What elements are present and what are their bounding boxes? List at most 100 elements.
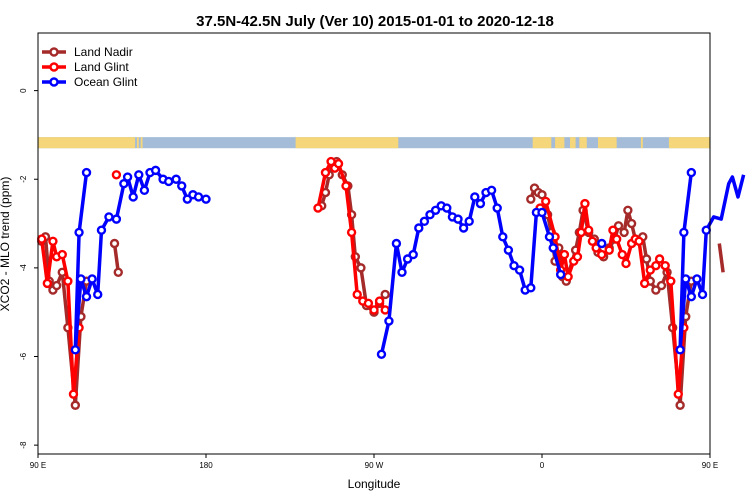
data-point — [104, 212, 114, 222]
data-point — [675, 345, 685, 355]
land-band — [579, 137, 587, 149]
data-point — [559, 249, 570, 260]
data-point — [681, 274, 691, 284]
data-point — [414, 223, 424, 233]
data-point — [313, 203, 323, 213]
data-point — [380, 289, 390, 300]
data-point — [526, 194, 536, 204]
data-point — [171, 174, 181, 184]
data-point — [384, 316, 394, 326]
data-point — [587, 236, 598, 246]
data-point — [113, 267, 123, 278]
data-point — [201, 194, 211, 204]
data-point — [150, 165, 161, 176]
data-point — [623, 205, 633, 215]
data-point — [163, 176, 174, 187]
data-point — [544, 232, 555, 242]
series-line — [112, 243, 121, 273]
data-point — [119, 178, 129, 189]
land-band — [668, 137, 710, 149]
data-point — [128, 192, 138, 202]
data-point — [514, 265, 525, 275]
data-point — [363, 298, 374, 309]
data-point — [464, 216, 474, 227]
data-point — [498, 232, 508, 242]
data-point — [81, 167, 92, 178]
data-point — [458, 223, 469, 233]
data-point — [563, 272, 573, 282]
data-point — [701, 225, 711, 235]
data-point — [611, 234, 622, 244]
data-point — [470, 192, 480, 202]
land-band — [570, 137, 576, 149]
data-point — [397, 267, 407, 278]
data-point — [541, 196, 551, 207]
legend-label: Land Nadir — [74, 45, 133, 59]
land-band — [555, 137, 565, 149]
legend-marker — [49, 47, 59, 57]
plot-series — [37, 156, 746, 410]
data-point — [109, 238, 120, 249]
data-point — [76, 274, 86, 284]
data-point — [122, 172, 133, 182]
data-point — [686, 167, 697, 178]
data-point — [537, 190, 547, 200]
series-ocean-glint — [70, 165, 746, 359]
data-point — [486, 185, 497, 196]
data-point — [576, 227, 586, 238]
land-band — [598, 137, 617, 149]
data-point — [333, 159, 344, 169]
series-line — [40, 235, 89, 408]
data-point — [555, 269, 566, 280]
data-point — [634, 236, 644, 246]
data-point — [641, 254, 652, 264]
data-point — [87, 274, 97, 284]
data-point — [697, 289, 708, 300]
data-point — [70, 345, 81, 355]
data-point — [57, 249, 67, 260]
data-point — [93, 289, 103, 300]
data-point — [442, 203, 452, 213]
x-tick-label: 0 — [540, 461, 545, 470]
data-point — [68, 389, 79, 399]
data-point — [673, 389, 683, 399]
data-point — [74, 227, 84, 238]
data-point — [621, 258, 631, 269]
land-band — [295, 137, 399, 149]
land-band — [532, 137, 552, 149]
data-point — [626, 218, 637, 229]
data-point — [376, 349, 387, 359]
data-point — [651, 260, 661, 271]
data-point — [475, 198, 486, 209]
data-point — [320, 167, 331, 178]
data-point — [666, 276, 676, 286]
data-point — [604, 245, 614, 255]
data-point — [453, 214, 463, 224]
data-point — [654, 254, 665, 264]
data-point — [63, 276, 73, 286]
data-point — [679, 227, 689, 238]
y-axis: 0 -2 -4 -6 -8 — [19, 88, 38, 449]
data-point — [346, 227, 357, 238]
data-point — [617, 249, 627, 260]
land-ocean-strip — [38, 137, 710, 149]
data-point — [660, 260, 670, 271]
y-tick-label: 0 — [19, 88, 28, 93]
legend-marker — [49, 62, 59, 72]
series-land-nadir — [37, 156, 725, 410]
data-point — [526, 283, 536, 293]
data-point — [111, 170, 122, 180]
data-point — [492, 203, 502, 213]
data-point — [656, 280, 667, 291]
legend-label: Ocean Glint — [74, 75, 138, 89]
data-point — [139, 185, 150, 196]
data-point — [608, 225, 618, 235]
x-axis: 90 E 180 90 W 0 90 E — [30, 454, 718, 470]
data-point — [356, 263, 366, 273]
land-band — [640, 137, 643, 149]
data-point — [419, 216, 430, 227]
data-point — [48, 236, 58, 246]
data-point — [70, 400, 81, 410]
